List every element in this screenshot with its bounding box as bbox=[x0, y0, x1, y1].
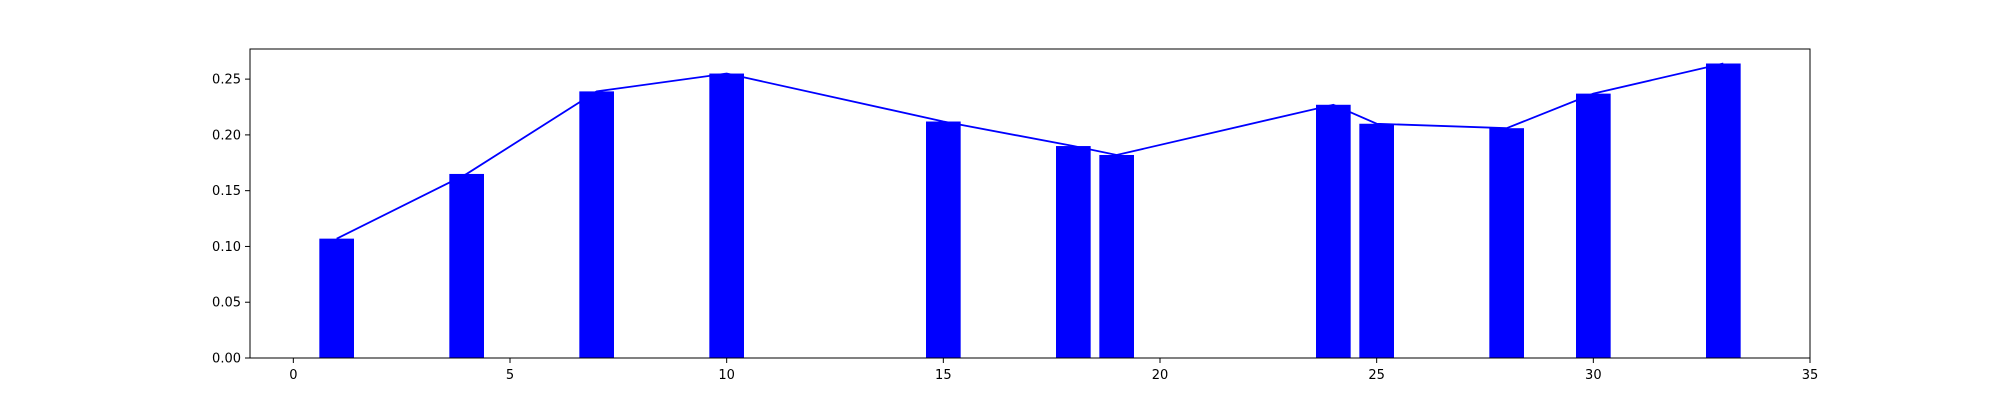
bar bbox=[1099, 154, 1134, 358]
bar bbox=[1489, 128, 1524, 358]
bar bbox=[449, 173, 484, 358]
x-tick-label: 30 bbox=[1585, 368, 1602, 383]
x-tick-label: 10 bbox=[718, 368, 735, 383]
y-tick-label: 0.15 bbox=[212, 184, 241, 199]
y-tick-label: 0.10 bbox=[212, 240, 241, 255]
y-tick-label: 0.20 bbox=[212, 128, 241, 143]
x-tick-label: 15 bbox=[935, 368, 952, 383]
line-group bbox=[336, 62, 1724, 240]
y-tick-label: 0.00 bbox=[212, 352, 241, 367]
bar bbox=[1706, 63, 1741, 359]
bar bbox=[1576, 93, 1611, 358]
bar bbox=[926, 121, 961, 358]
y-tick-label: 0.25 bbox=[212, 73, 241, 88]
bar bbox=[579, 91, 614, 358]
x-tick-label: 5 bbox=[506, 368, 514, 383]
bars-group bbox=[319, 63, 1741, 359]
x-ticks-group: 0 5 10 15 20 25 30 35 bbox=[289, 358, 1818, 383]
series-line bbox=[336, 62, 1724, 240]
x-tick-label: 35 bbox=[1802, 368, 1819, 383]
bar bbox=[1359, 123, 1394, 358]
axes-frame bbox=[249, 48, 1811, 359]
bar bbox=[1056, 146, 1091, 358]
bar bbox=[319, 238, 354, 358]
y-tick-label: 0.05 bbox=[212, 296, 241, 311]
x-tick-label: 25 bbox=[1368, 368, 1385, 383]
plot-background bbox=[250, 49, 1810, 358]
axes-group bbox=[249, 48, 1811, 359]
y-ticks-group: 0.00 0.05 0.10 0.15 0.20 0.25 bbox=[212, 73, 250, 367]
bar bbox=[1316, 104, 1351, 358]
bar bbox=[709, 73, 744, 359]
x-tick-label: 20 bbox=[1152, 368, 1169, 383]
x-tick-label: 0 bbox=[289, 368, 297, 383]
plot-area bbox=[250, 49, 1810, 358]
